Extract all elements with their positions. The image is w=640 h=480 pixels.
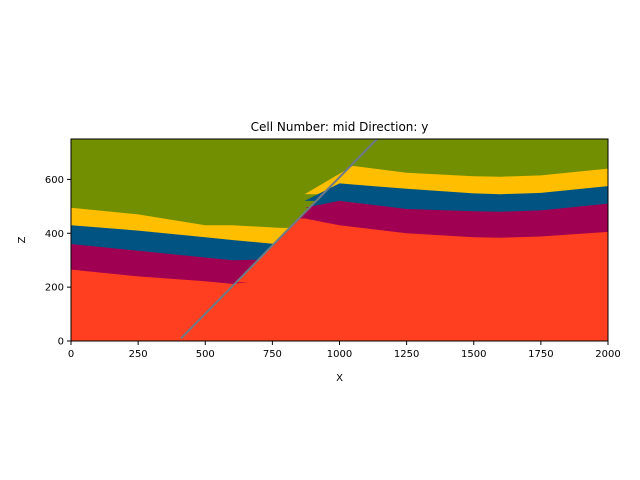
fault-line <box>180 138 378 340</box>
chart-title: Cell Number: mid Direction: y <box>251 120 429 134</box>
x-tick-label: 1250 <box>394 349 419 360</box>
layer-0 <box>71 218 608 341</box>
x-tick-label: 1000 <box>327 349 352 360</box>
x-tick-label: 1750 <box>528 349 553 360</box>
x-axis: 0 250 500 750 1000 1250 1500 1750 2000 <box>68 341 621 360</box>
x-tick-label: 750 <box>263 349 282 360</box>
x-tick-label: 2000 <box>595 349 620 360</box>
plot-area <box>71 138 608 341</box>
y-tick-label: 0 <box>58 337 64 348</box>
x-axis-label: X <box>336 373 343 384</box>
y-tick-label: 200 <box>45 283 64 294</box>
x-tick-label: 0 <box>68 349 74 360</box>
y-axis: 0 200 400 600 <box>45 175 71 348</box>
x-tick-label: 500 <box>196 349 215 360</box>
y-axis-label: Z <box>17 236 28 243</box>
y-tick-label: 600 <box>45 175 64 186</box>
x-tick-label: 250 <box>129 349 148 360</box>
x-tick-label: 1500 <box>461 349 486 360</box>
y-tick-label: 400 <box>45 229 64 240</box>
